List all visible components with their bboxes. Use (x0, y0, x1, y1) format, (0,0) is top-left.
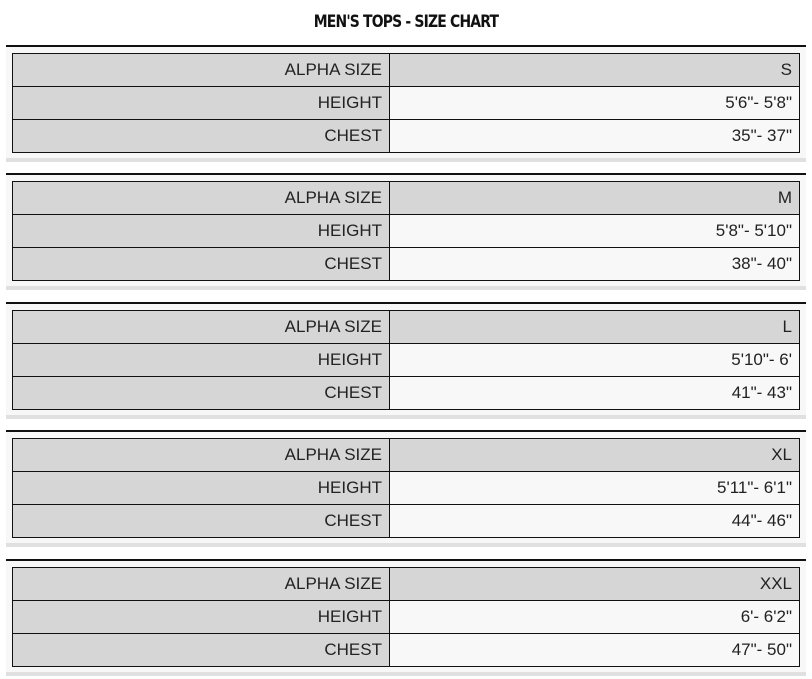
row-label: HEIGHT (12, 214, 390, 248)
table-row-chest: CHEST 44"- 46" (12, 504, 800, 538)
row-value: 5'6"- 5'8" (389, 86, 800, 120)
row-label: CHEST (12, 504, 390, 538)
table-row-alpha: ALPHA SIZE XXL (12, 567, 800, 601)
table-row-chest: CHEST 47"- 50" (12, 633, 800, 667)
table-row-alpha: ALPHA SIZE L (12, 310, 800, 344)
table-row-alpha: ALPHA SIZE XL (12, 438, 800, 472)
row-value: 5'10"- 6' (389, 343, 800, 377)
row-value: M (389, 181, 800, 215)
page-title: MEN'S TOPS - SIZE CHART (313, 12, 499, 32)
row-value: L (389, 310, 800, 344)
row-label: ALPHA SIZE (12, 567, 390, 601)
size-table-xxl: ALPHA SIZE XXL HEIGHT 6'- 6'2" CHEST 47"- 50" (6, 559, 806, 676)
row-label: ALPHA SIZE (12, 438, 390, 472)
row-value: 5'8"- 5'10" (389, 214, 800, 248)
table-row-alpha: ALPHA SIZE S (12, 53, 800, 87)
row-label: HEIGHT (12, 343, 390, 377)
row-label: CHEST (12, 119, 390, 153)
row-label: CHEST (12, 376, 390, 410)
row-value: 44"- 46" (389, 504, 800, 538)
size-table: ALPHA SIZE L HEIGHT 5'10"- 6' CHEST 41"- 43" (12, 310, 800, 410)
table-row-chest: CHEST 35"- 37" (12, 119, 800, 153)
row-value: XL (389, 438, 800, 472)
table-row-height: HEIGHT 5'11"- 6'1" (12, 471, 800, 505)
row-label: CHEST (12, 633, 390, 667)
row-label: ALPHA SIZE (12, 310, 390, 344)
row-value: 38"- 40" (389, 247, 800, 281)
table-row-height: HEIGHT 6'- 6'2" (12, 600, 800, 634)
row-value: XXL (389, 567, 800, 601)
size-table-xl: ALPHA SIZE XL HEIGHT 5'11"- 6'1" CHEST 44"- 4… (6, 430, 806, 547)
table-row-chest: CHEST 41"- 43" (12, 376, 800, 410)
size-table-s: ALPHA SIZE S HEIGHT 5'6"- 5'8" CHEST 35"- 37" (6, 45, 806, 162)
row-value: 6'- 6'2" (389, 600, 800, 634)
row-value: S (389, 53, 800, 87)
row-value: 35"- 37" (389, 119, 800, 153)
table-row-height: HEIGHT 5'10"- 6' (12, 343, 800, 377)
size-table: ALPHA SIZE M HEIGHT 5'8"- 5'10" CHEST 38"- 40… (12, 181, 800, 281)
table-row-height: HEIGHT 5'8"- 5'10" (12, 214, 800, 248)
row-value: 5'11"- 6'1" (389, 471, 800, 505)
table-row-alpha: ALPHA SIZE M (12, 181, 800, 215)
row-label: ALPHA SIZE (12, 181, 390, 215)
size-table-m: ALPHA SIZE M HEIGHT 5'8"- 5'10" CHEST 38"- 40… (6, 173, 806, 290)
row-value: 47"- 50" (389, 633, 800, 667)
row-value: 41"- 43" (389, 376, 800, 410)
row-label: ALPHA SIZE (12, 53, 390, 87)
size-table-l: ALPHA SIZE L HEIGHT 5'10"- 6' CHEST 41"- 43" (6, 302, 806, 419)
size-table: ALPHA SIZE XXL HEIGHT 6'- 6'2" CHEST 47"- 50" (12, 567, 800, 667)
table-row-chest: CHEST 38"- 40" (12, 247, 800, 281)
table-row-height: HEIGHT 5'6"- 5'8" (12, 86, 800, 120)
size-table: ALPHA SIZE S HEIGHT 5'6"- 5'8" CHEST 35"- 37" (12, 53, 800, 153)
row-label: HEIGHT (12, 600, 390, 634)
size-table: ALPHA SIZE XL HEIGHT 5'11"- 6'1" CHEST 44"- 4… (12, 438, 800, 538)
row-label: HEIGHT (12, 86, 390, 120)
row-label: HEIGHT (12, 471, 390, 505)
row-label: CHEST (12, 247, 390, 281)
